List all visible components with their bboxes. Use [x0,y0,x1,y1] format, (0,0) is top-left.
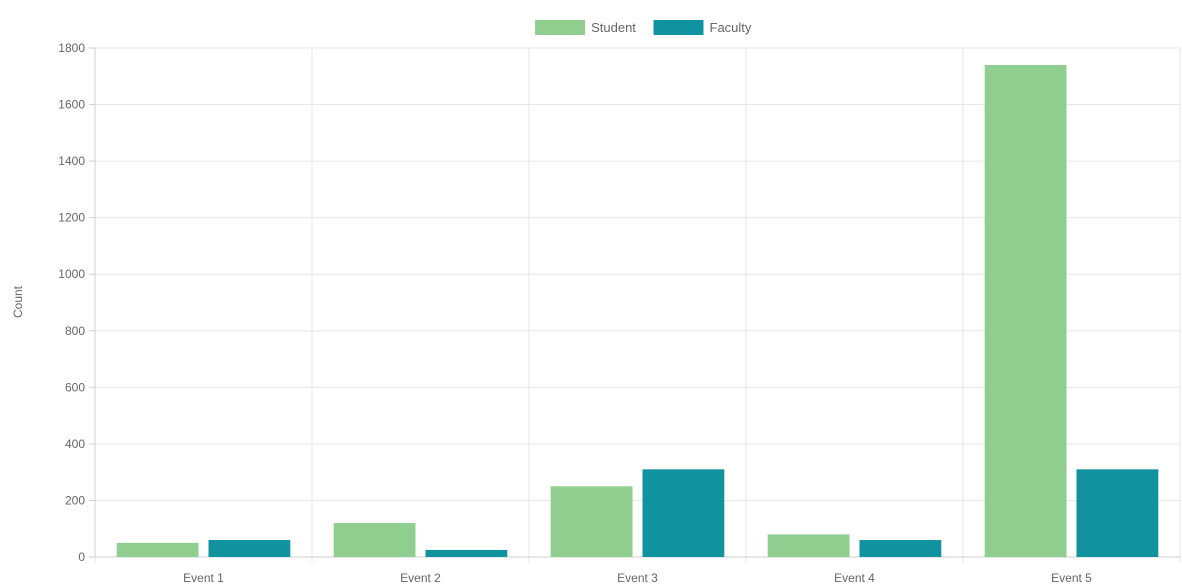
y-tick-label: 1400 [58,154,85,168]
legend-item-faculty[interactable]: Faculty [653,20,752,35]
bar-student-5[interactable] [984,64,1067,557]
y-tick-label: 1600 [58,98,85,112]
y-tick-label: 200 [65,493,85,507]
legend-label: Faculty [710,20,752,35]
bar-faculty-5[interactable] [1076,469,1159,557]
tick-labels: 0 200 400 600 800 1000 1200 1400 1600 1800 Event 1… [58,41,1092,585]
bar-student-3[interactable] [550,486,633,557]
legend-item-student[interactable]: Student [535,20,636,35]
bar-faculty-3[interactable] [642,469,725,557]
bars [116,64,1159,557]
legend: Student Faculty [535,20,752,35]
bar-faculty-1[interactable] [208,540,291,557]
y-tick-label: 600 [65,380,85,394]
x-tick-label: Event 4 [834,571,875,585]
x-tick-label: Event 3 [617,571,658,585]
y-tick-label: 1200 [58,211,85,225]
legend-label: Student [591,20,636,35]
x-tick-label: Event 1 [183,571,224,585]
bar-student-1[interactable] [116,542,199,557]
bar-student-4[interactable] [767,534,850,557]
y-tick-label: 1000 [58,267,85,281]
bar-faculty-2[interactable] [425,549,508,557]
x-tick-label: Event 5 [1051,571,1092,585]
legend-swatch [535,20,586,35]
bar-student-2[interactable] [333,523,416,557]
y-tick-label: 1800 [58,41,85,55]
bar-faculty-4[interactable] [859,540,942,557]
y-tick-label: 800 [65,324,85,338]
y-tick-label: 400 [65,437,85,451]
y-tick-label: 0 [78,550,85,564]
x-tick-label: Event 2 [400,571,441,585]
y-axis-label: Count [11,285,25,318]
legend-swatch [653,20,704,35]
